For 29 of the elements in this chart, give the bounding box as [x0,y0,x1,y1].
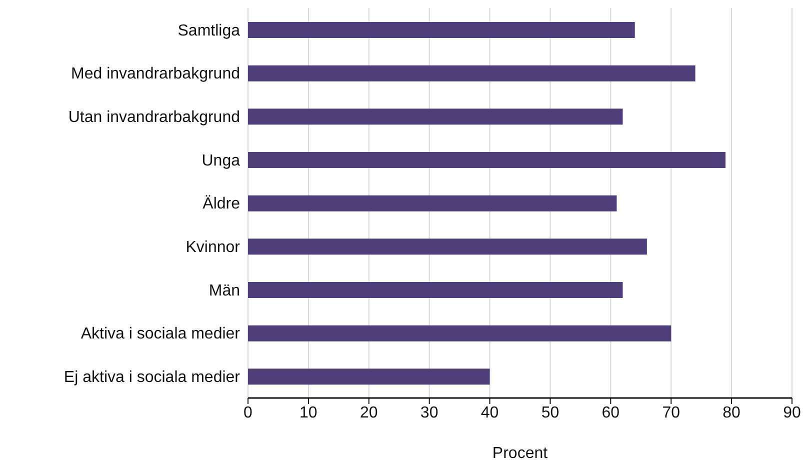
x-tick-label: 80 [722,404,741,422]
y-tick-label: Män [208,282,240,300]
y-tick-label: Kvinnor [186,239,241,256]
bar [248,195,617,212]
y-tick-label: Unga [202,152,240,170]
x-tick-label: 50 [541,404,560,422]
x-axis-title: Procent [492,445,548,462]
y-tick-label: Med invandrarbakgrund [71,66,240,83]
bar [248,22,635,38]
x-tick-label: 60 [602,404,620,422]
y-tick-label: Utan invandrarbakgrund [68,109,240,126]
x-tick-label: 20 [360,404,378,422]
x-tick-label: 10 [300,404,318,422]
x-tick-label: 40 [480,404,499,422]
x-tick-label: 90 [783,404,801,422]
bar [248,108,623,125]
bar [248,368,490,385]
bar [248,282,623,298]
x-tick-label: 70 [662,404,680,422]
bar [248,238,647,255]
bar [248,65,696,82]
x-tick-label: 0 [244,404,253,422]
y-tick-label: Aktiva i sociala medier [80,326,241,343]
y-tick-label: Samtliga [178,22,240,40]
x-tick-label: 30 [420,404,438,422]
y-tick-label: Ej aktiva i sociala medier [64,369,241,386]
bar [248,325,672,342]
y-tick-label: Äldre [202,194,240,213]
bar [248,152,726,168]
